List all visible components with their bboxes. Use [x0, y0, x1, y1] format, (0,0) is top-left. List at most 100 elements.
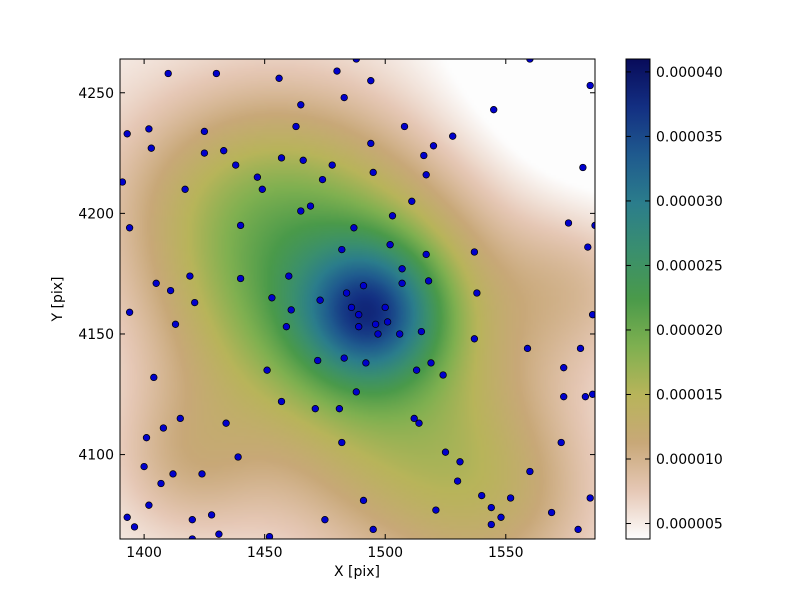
colorbar-gradient: [626, 59, 650, 539]
scatter-point: [342, 289, 351, 297]
scatter-point: [314, 356, 322, 365]
y-tick-label: 4200: [78, 206, 114, 222]
scatter-point: [367, 139, 375, 148]
scatter-point: [292, 122, 300, 131]
scatter-point: [588, 311, 595, 319]
scatter-point: [268, 294, 276, 302]
x-tick-label: 1500: [367, 545, 403, 561]
scatter-point: [232, 161, 240, 169]
scatter-point: [142, 434, 151, 442]
scatter-point: [523, 344, 532, 353]
scatter-point: [169, 470, 177, 478]
scatter-point: [456, 458, 464, 466]
scatter-point: [277, 397, 286, 406]
scatter-point: [422, 171, 430, 179]
y-tick-label: 4150: [78, 327, 114, 343]
scatter-point: [381, 303, 389, 312]
colorbar-tick-label: 0.000030: [656, 194, 723, 210]
scatter-point: [145, 125, 153, 133]
scatter-point: [586, 494, 594, 502]
density-heatmap: [120, 59, 595, 539]
scatter-point: [159, 424, 168, 432]
scatter-point: [369, 525, 377, 534]
scatter-point: [579, 163, 587, 172]
scatter-point: [277, 154, 286, 162]
scatter-point: [588, 390, 595, 398]
scatter-point: [123, 513, 131, 521]
scatter-point: [398, 279, 406, 287]
scatter-point: [383, 318, 392, 326]
scatter-point: [386, 241, 394, 249]
scatter-point: [263, 366, 271, 374]
scatter-point: [287, 306, 295, 314]
plot-area: [119, 58, 596, 540]
scatter-point: [200, 149, 209, 157]
scatter-point: [400, 122, 409, 131]
x-tick-label: 1550: [488, 545, 524, 561]
scatter-point: [335, 405, 344, 413]
scatter-point: [212, 69, 221, 78]
scatter-point: [576, 344, 585, 353]
colorbar-tick-label: 0.000035: [656, 129, 723, 145]
scatter-point: [188, 516, 196, 524]
scatter-point: [265, 532, 274, 539]
scatter-point: [429, 142, 438, 150]
scatter-point: [355, 311, 363, 319]
scatter-point: [398, 265, 406, 273]
colorbar-tick-label: 0.000010: [656, 452, 723, 468]
scatter-point: [367, 77, 375, 85]
scatter-point: [526, 467, 534, 476]
scatter-point: [318, 175, 327, 184]
scatter-point: [140, 462, 148, 471]
scatter-point: [420, 151, 428, 160]
scatter-point: [371, 320, 380, 328]
scatter-point: [388, 212, 397, 220]
scatter-point: [470, 335, 479, 343]
scatter-point: [359, 496, 368, 505]
scatter-point: [200, 127, 209, 136]
scatter-point: [352, 388, 360, 396]
colorbar-tick-label: 0.000020: [656, 323, 723, 339]
y-tick-label: 4100: [78, 448, 114, 464]
x-axis-ticks: 1400 1450 1500 1550: [126, 59, 524, 561]
scatter-point: [584, 243, 592, 251]
colorbar-tick-label: 0.000015: [656, 387, 723, 403]
colorbar-tick-label: 0.000025: [656, 258, 723, 274]
scatter-point: [321, 516, 329, 524]
scatter-point: [299, 156, 307, 164]
scatter-point: [120, 178, 127, 186]
scatter-point: [150, 373, 158, 382]
scatter-point: [347, 303, 356, 312]
scatter-point: [427, 359, 435, 367]
scatter-point: [350, 224, 358, 232]
scatter-point: [207, 511, 216, 519]
scatter-point: [338, 245, 346, 254]
scatter-point: [282, 323, 291, 331]
scatter-point: [408, 197, 416, 205]
scatter-point: [164, 69, 172, 78]
scatter-point: [369, 168, 377, 177]
scatter-point: [258, 185, 266, 193]
scatter-point: [473, 289, 481, 297]
scatter-point: [234, 453, 242, 461]
y-tick-label: 4250: [78, 86, 114, 102]
scatter-point: [130, 523, 139, 531]
scatter-point: [328, 161, 336, 169]
scatter-point: [412, 366, 421, 374]
scatter-point: [340, 93, 348, 102]
scatter-point: [478, 491, 486, 500]
scatter-point: [152, 279, 160, 287]
scatter-points: [120, 59, 595, 539]
scatter-point: [422, 250, 430, 259]
scatter-point: [236, 221, 245, 230]
plot-frame: [119, 58, 596, 540]
scatter-point: [220, 147, 228, 155]
scatter-point: [191, 298, 199, 307]
scatter-point: [574, 525, 582, 534]
colorbar: 0.000005 0.000010 0.000015 0.000020 0.000025…: [625, 58, 723, 540]
scatter-point: [188, 535, 196, 539]
scatter-point: [125, 224, 134, 232]
x-tick-label: 1450: [247, 545, 283, 561]
scatter-point: [374, 330, 382, 338]
scatter-point: [560, 393, 568, 401]
